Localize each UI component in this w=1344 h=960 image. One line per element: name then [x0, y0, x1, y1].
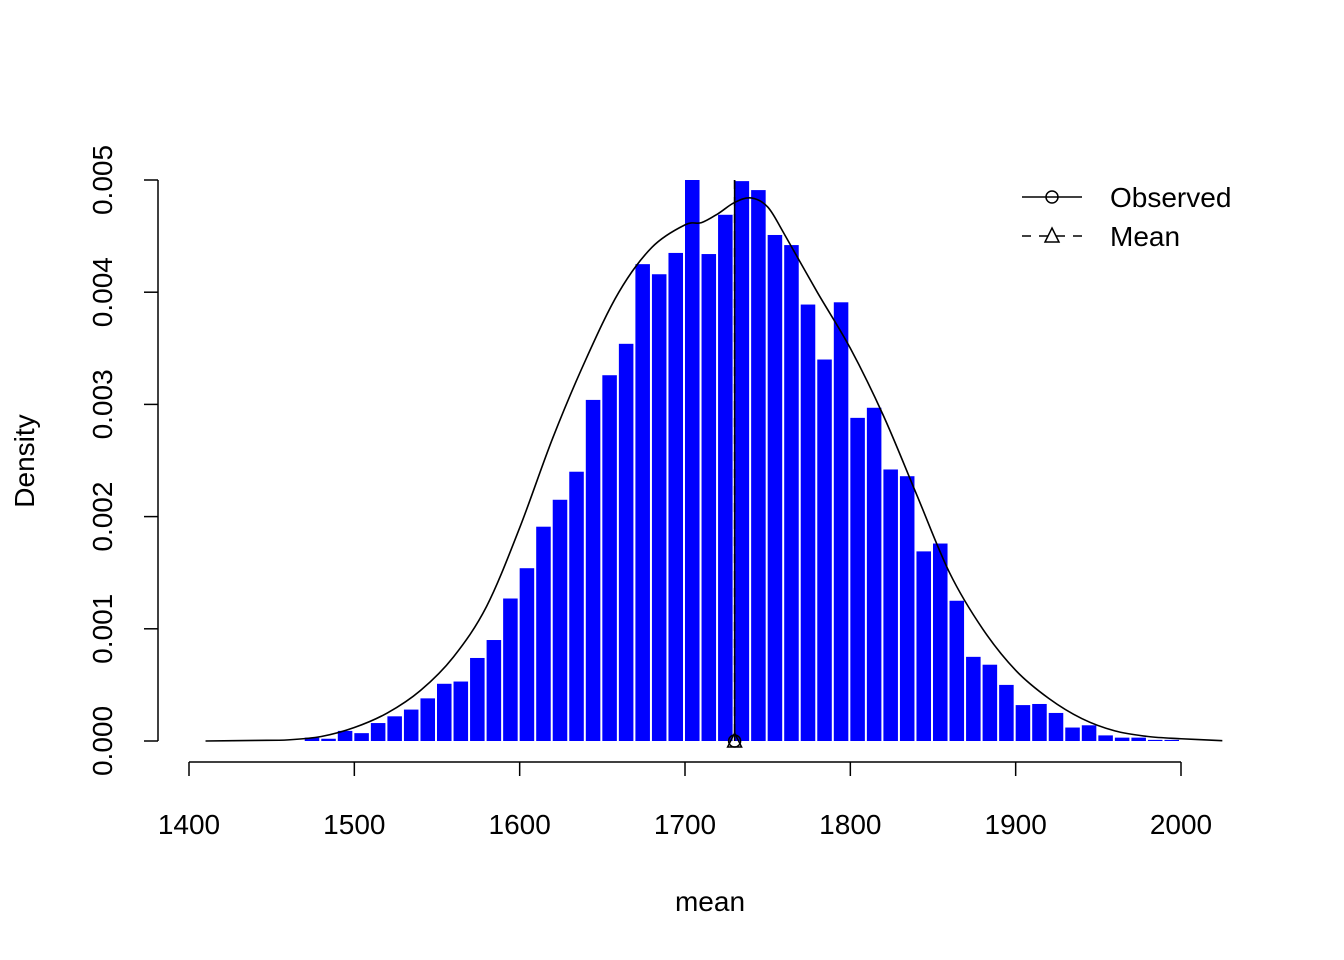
histogram-bar — [668, 252, 683, 741]
histogram-bar — [370, 723, 386, 741]
density-curve-layer — [205, 197, 1223, 742]
histogram-bar — [784, 245, 799, 742]
histogram-bar — [1081, 725, 1097, 741]
histogram-bar — [569, 471, 584, 741]
histogram-bar — [304, 737, 320, 741]
y-tick-label: 0.005 — [87, 145, 118, 215]
histogram-bar — [651, 274, 667, 741]
histogram-bar — [718, 214, 733, 742]
x-tick-label: 1800 — [819, 809, 881, 840]
histogram-bar — [519, 568, 535, 741]
legend-observed-circle-marker — [1045, 190, 1059, 204]
histogram-bar — [866, 407, 882, 741]
legend-observed-label: Observed — [1110, 182, 1231, 213]
histogram-bar — [585, 399, 601, 741]
legend-mean-triangle-marker — [1043, 226, 1061, 243]
histogram-bar — [751, 190, 766, 741]
x-tick-label: 1400 — [158, 809, 220, 840]
axes: 1400 1500 1600 1700 1800 1900 2000 0.000 0.001 0.… — [87, 145, 1212, 840]
histogram-bar — [1015, 705, 1031, 741]
histogram-bar — [982, 664, 998, 741]
histogram-bar — [933, 543, 948, 741]
histogram-bar — [966, 656, 981, 741]
histogram-bar — [1098, 735, 1113, 741]
histogram-bar — [916, 551, 931, 741]
density-curve — [205, 197, 1223, 742]
histogram-bar — [618, 343, 634, 741]
histogram-bar — [602, 375, 617, 741]
legend: Observed Mean — [1022, 182, 1231, 252]
histogram-bar — [1164, 739, 1179, 741]
histogram-bar — [850, 417, 865, 741]
x-axis-label: mean — [675, 886, 745, 917]
histogram-bar — [833, 302, 849, 741]
histogram-bar — [552, 499, 568, 741]
histogram-bar — [635, 264, 650, 741]
histogram-bar — [420, 698, 435, 741]
histogram-bar — [437, 683, 452, 741]
reference-markers — [726, 180, 743, 748]
histogram-bar — [767, 234, 783, 741]
y-tick-label: 0.004 — [87, 257, 118, 327]
x-tick-label: 1700 — [654, 809, 716, 840]
histogram-bar — [1032, 703, 1047, 741]
y-tick-label: 0.000 — [87, 706, 118, 776]
histogram-bar — [403, 709, 419, 741]
histogram-bar — [387, 716, 402, 741]
y-tick-label: 0.002 — [87, 482, 118, 552]
histogram-bar — [337, 730, 353, 741]
mean-triangle-marker — [726, 731, 743, 748]
histogram-bar — [470, 657, 485, 741]
histogram-bar — [1048, 712, 1064, 741]
histogram-bar — [800, 304, 816, 741]
histogram-bar — [486, 640, 502, 741]
histogram-bar — [321, 738, 336, 741]
histogram-bar — [354, 733, 369, 741]
histogram-bar — [734, 181, 750, 741]
histogram-bar — [999, 684, 1014, 741]
histogram-bar — [503, 598, 518, 741]
y-axis-label: Density — [9, 414, 40, 507]
histogram-bar — [1114, 737, 1130, 741]
histogram-bars — [304, 180, 1179, 742]
y-tick-label: 0.003 — [87, 369, 118, 439]
x-tick-label: 2000 — [1150, 809, 1212, 840]
y-tick-label: 0.001 — [87, 594, 118, 664]
histogram-bar — [1065, 727, 1080, 741]
histogram-bar — [883, 469, 898, 741]
histogram-bar — [453, 681, 469, 741]
histogram-bar — [817, 359, 832, 741]
histogram-bar — [685, 180, 700, 741]
histogram-bar — [536, 526, 551, 741]
histogram-bar — [701, 254, 717, 741]
x-tick-label: 1600 — [489, 809, 551, 840]
x-tick-label: 1900 — [985, 809, 1047, 840]
legend-mean-label: Mean — [1110, 221, 1180, 252]
histogram-bar — [1147, 739, 1163, 741]
histogram-bar — [899, 476, 915, 741]
histogram-bar — [1131, 737, 1146, 741]
x-tick-label: 1500 — [323, 809, 385, 840]
histogram-bar — [949, 600, 965, 741]
